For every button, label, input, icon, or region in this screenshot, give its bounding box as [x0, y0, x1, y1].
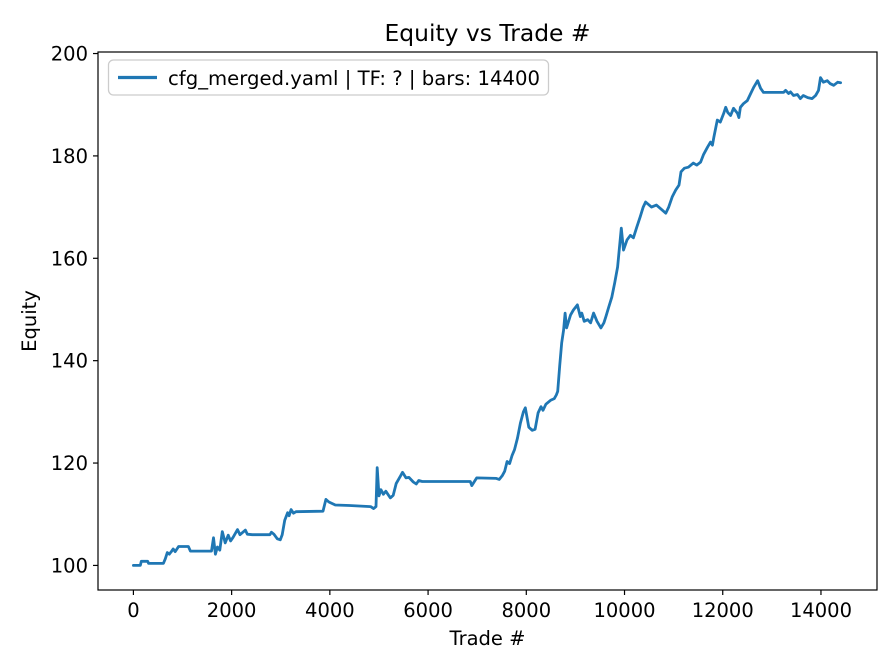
axes-spines [97, 51, 878, 591]
tick-label: 12000 [692, 599, 754, 622]
legend-box [107, 59, 550, 96]
plot-area [98, 52, 877, 590]
legend: cfg_merged.yaml | TF: ? | bars: 14400 [107, 59, 550, 96]
tick-label: 2000 [207, 599, 257, 622]
tick-label: 120 [51, 452, 88, 475]
tick-label: 180 [51, 145, 88, 168]
tick-label: 10000 [593, 599, 655, 622]
x-axis-label: Trade # [449, 627, 526, 650]
tick-label: 4000 [305, 599, 355, 622]
tick-label: 140 [51, 350, 88, 373]
tick-label: 160 [51, 247, 88, 270]
tick-label: 200 [51, 43, 88, 66]
y-axis-label: Equity [18, 290, 41, 352]
chart-title: Equity vs Trade # [385, 19, 591, 47]
tick-label: 0 [127, 599, 139, 622]
y-axis-ticks: 100 120 140 160 180 200 [51, 43, 98, 577]
equity-line-series [132, 76, 842, 567]
tick-label: 100 [51, 554, 88, 577]
tick-label: 8000 [501, 599, 551, 622]
x-axis-ticks: 0 2000 4000 6000 8000 10000 12000 14000 [127, 590, 852, 622]
tick-label: 6000 [403, 599, 453, 622]
tick-label: 14000 [790, 599, 852, 622]
legend-label: cfg_merged.yaml | TF: ? | bars: 14400 [168, 67, 540, 90]
